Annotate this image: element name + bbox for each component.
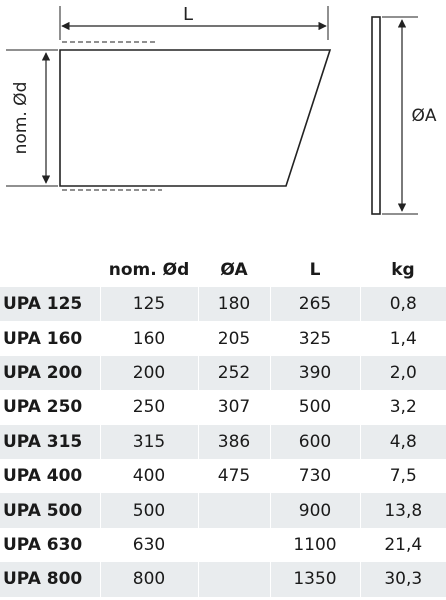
length-label: L — [183, 4, 193, 25]
outer-diameter-cell: 180 — [197, 287, 270, 322]
collar-profile — [371, 16, 381, 215]
header-model — [0, 253, 100, 287]
outer-diameter-cell — [197, 493, 270, 528]
header-nom-d: nom. Ød — [108, 260, 190, 280]
outer-diameter-cell: 205 — [197, 321, 270, 356]
weight-cell: 3,2 — [359, 390, 446, 425]
model-cell: UPA 250 — [0, 390, 100, 425]
technical-drawing: L nom. Ød ØA — [6, 4, 437, 215]
diameter-label: nom. Ød — [11, 82, 31, 155]
length-dimension: L — [59, 4, 329, 40]
table-row: UPA 200 200 252 390 2,0 — [0, 355, 446, 391]
table-row: UPA 400 400 475 730 7,5 — [0, 458, 446, 494]
weight-cell: 4,8 — [359, 424, 446, 459]
weight-cell: 0,8 — [359, 287, 446, 322]
weight-cell: 2,0 — [359, 355, 446, 391]
weight-cell: 30,3 — [359, 562, 446, 597]
pipe-side-profile — [59, 49, 332, 187]
header-weight: kg — [391, 260, 415, 280]
nom-d-cell: 125 — [99, 287, 198, 322]
table-row: UPA 250 250 307 500 3,2 — [0, 390, 446, 425]
length-cell: 600 — [269, 424, 360, 459]
table-row: UPA 630 630 1100 21,4 — [0, 527, 446, 563]
weight-cell: 1,4 — [359, 321, 446, 356]
table-row: UPA 160 160 205 325 1,4 — [0, 321, 446, 356]
table-row: UPA 315 315 386 600 4,8 — [0, 424, 446, 459]
nom-d-cell: 800 — [99, 562, 198, 597]
nom-d-cell: 250 — [99, 390, 198, 425]
model-cell: UPA 500 — [0, 493, 100, 528]
model-cell: UPA 125 — [0, 287, 100, 322]
table-row: UPA 800 800 1350 30,3 — [0, 562, 446, 597]
table-header-row: nom. Ød ØA L kg — [0, 253, 446, 287]
length-cell: 325 — [269, 321, 360, 356]
outer-diameter-cell: 252 — [197, 355, 270, 391]
weight-cell: 21,4 — [359, 527, 446, 563]
weight-cell: 7,5 — [359, 458, 446, 494]
nom-d-cell: 500 — [99, 493, 198, 528]
nom-d-cell: 160 — [99, 321, 198, 356]
length-cell: 390 — [269, 355, 360, 391]
table-row: UPA 500 500 900 13,8 — [0, 493, 446, 528]
length-cell: 500 — [269, 390, 360, 425]
outer-diameter-cell: 307 — [197, 390, 270, 425]
outer-diameter-cell — [197, 562, 270, 597]
model-cell: UPA 630 — [0, 527, 100, 563]
outer-diameter-cell: 475 — [197, 458, 270, 494]
nom-d-cell: 315 — [99, 424, 198, 459]
header-outer-diameter: ØA — [220, 260, 248, 280]
model-cell: UPA 200 — [0, 355, 100, 391]
outer-diameter-label: ØA — [411, 106, 436, 126]
length-cell: 1350 — [269, 562, 360, 597]
model-cell: UPA 800 — [0, 562, 100, 597]
model-cell: UPA 315 — [0, 424, 100, 459]
specification-table: nom. Ød ØA L kg UPA 125 125 180 265 0,8 … — [0, 253, 446, 597]
nom-d-cell: 400 — [99, 458, 198, 494]
model-cell: UPA 160 — [0, 321, 100, 356]
outer-diameter-cell — [197, 527, 270, 563]
model-cell: UPA 400 — [0, 458, 100, 494]
table-row: UPA 125 125 180 265 0,8 — [0, 287, 446, 322]
outer-diameter-dimension: ØA — [382, 16, 437, 215]
length-cell: 1100 — [269, 527, 360, 563]
length-cell: 730 — [269, 458, 360, 494]
nom-d-cell: 200 — [99, 355, 198, 391]
header-length: L — [309, 260, 321, 280]
outer-diameter-cell: 386 — [197, 424, 270, 459]
diameter-dimension: nom. Ød — [6, 49, 58, 187]
nom-d-cell: 630 — [99, 527, 198, 563]
weight-cell: 13,8 — [359, 493, 446, 528]
length-cell: 900 — [269, 493, 360, 528]
length-cell: 265 — [269, 287, 360, 322]
